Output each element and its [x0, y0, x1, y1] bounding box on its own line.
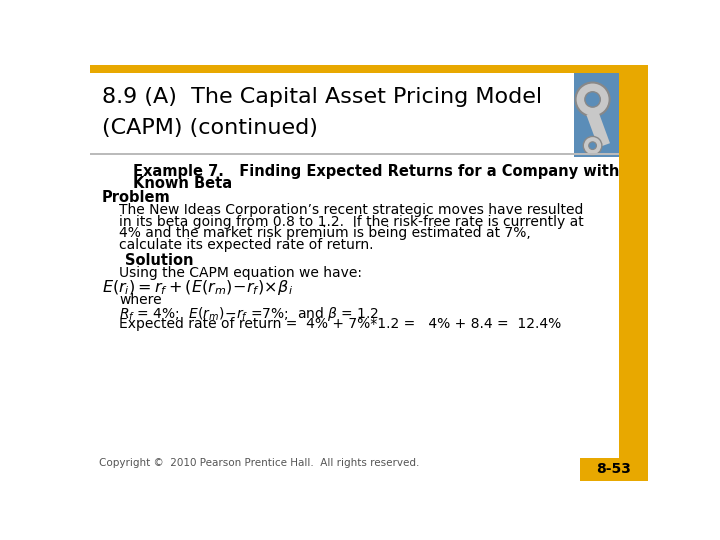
Circle shape — [583, 137, 602, 155]
Text: Copyright ©  2010 Pearson Prentice Hall.  All rights reserved.: Copyright © 2010 Pearson Prentice Hall. … — [99, 458, 420, 468]
Text: Example 7.   Finding Expected Returns for a Company with: Example 7. Finding Expected Returns for … — [132, 164, 619, 179]
Text: Solution: Solution — [125, 253, 194, 268]
Text: Problem: Problem — [102, 190, 171, 205]
Text: 8.9 (A)  The Capital Asset Pricing Model: 8.9 (A) The Capital Asset Pricing Model — [102, 87, 541, 107]
Text: (CAPM) (continued): (CAPM) (continued) — [102, 118, 318, 138]
Bar — [580, 457, 648, 481]
Text: where: where — [120, 293, 162, 307]
Circle shape — [575, 83, 610, 117]
Bar — [575, 72, 618, 157]
Bar — [618, 65, 648, 481]
Text: in its beta going from 0.8 to 1.2.  If the risk-free rate is currently at: in its beta going from 0.8 to 1.2. If th… — [120, 215, 584, 229]
Text: $R_f$ = 4%;  $E(r_m)\!-\!r_f$ =7%;  and $\beta$ = 1.2: $R_f$ = 4%; $E(r_m)\!-\!r_f$ =7%; and $\… — [120, 305, 379, 323]
Text: 8-53: 8-53 — [596, 462, 631, 476]
Text: Expected rate of return =  4% + 7%*1.2 =   4% + 8.4 =  12.4%: Expected rate of return = 4% + 7%*1.2 = … — [120, 318, 562, 332]
Bar — [90, 72, 575, 153]
Text: 4% and the market risk premium is being estimated at 7%,: 4% and the market risk premium is being … — [120, 226, 531, 240]
Circle shape — [589, 142, 596, 150]
Text: calculate its expected rate of return.: calculate its expected rate of return. — [120, 238, 374, 252]
Text: Using the CAPM equation we have:: Using the CAPM equation we have: — [120, 266, 362, 280]
Bar — [586, 111, 610, 147]
Bar — [90, 153, 618, 154]
Text: The New Ideas Corporation’s recent strategic moves have resulted: The New Ideas Corporation’s recent strat… — [120, 204, 584, 218]
Bar — [90, 454, 618, 455]
Circle shape — [585, 92, 600, 107]
Bar — [90, 65, 648, 72]
Text: Known Beta: Known Beta — [132, 177, 232, 192]
Text: $E(r_i) = r_f + (E(r_m)\!-\!r_f)\!\times\! \beta_i$: $E(r_i) = r_f + (E(r_m)\!-\!r_f)\!\times… — [102, 278, 293, 297]
